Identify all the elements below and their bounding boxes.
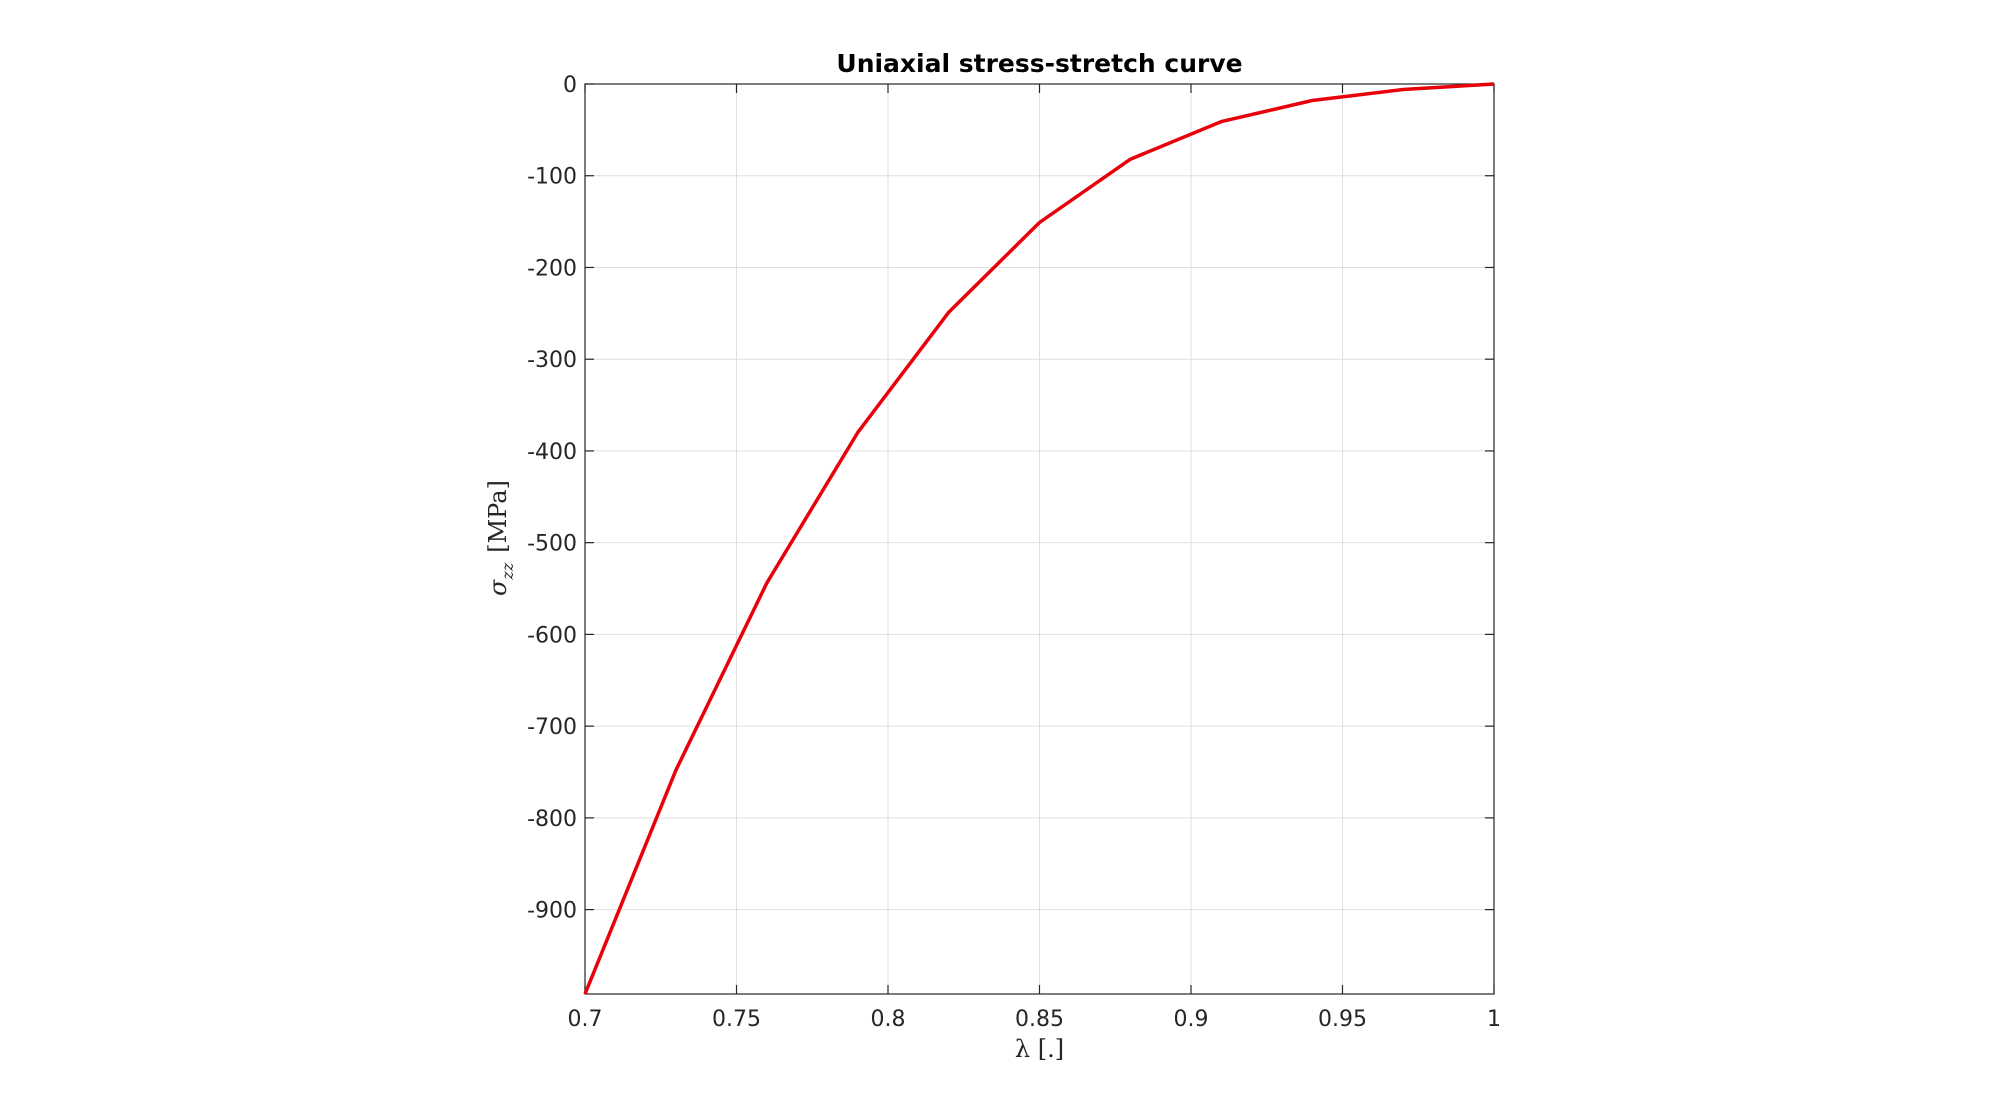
- y-axis-subscript: zz: [498, 562, 517, 580]
- tick-layer: [584, 83, 1495, 994]
- x-tick-label: 0.75: [712, 1007, 761, 1032]
- y-tick-label: -300: [527, 348, 577, 373]
- y-tick-label: -600: [527, 623, 577, 648]
- y-tick-label: -500: [527, 532, 577, 557]
- y-tick-label: -800: [527, 807, 577, 832]
- chart-title: Uniaxial stress-stretch curve: [836, 49, 1242, 78]
- x-tick-label: 0.8: [871, 1007, 906, 1032]
- x-tick-label: 0.85: [1015, 1007, 1064, 1032]
- y-tick-label: -900: [527, 899, 577, 924]
- series-line: [583, 82, 1495, 995]
- y-tick-label: -200: [527, 256, 577, 281]
- x-tick-label: 0.9: [1174, 1007, 1209, 1032]
- x-tick-label: 0.95: [1318, 1007, 1367, 1032]
- y-axis-symbol: σ: [484, 579, 512, 596]
- x-tick-label: 1: [1487, 1007, 1501, 1032]
- x-tick-label: 0.7: [568, 1007, 603, 1032]
- y-tick-label: 0: [563, 73, 577, 98]
- y-tick-label: -100: [527, 165, 577, 190]
- svg-text:σzz[MPa]: σzz [MPa]: [484, 480, 517, 596]
- grid-layer: [584, 83, 1495, 994]
- y-axis-unit: [MPa]: [484, 480, 512, 553]
- y-axis-label: σzz [MPa]: [484, 480, 517, 596]
- y-tick-label: -700: [527, 715, 577, 740]
- y-tick-labels: 0 -100 -200 -300 -400 -500 -600 -700 -800 -900: [527, 73, 577, 924]
- x-tick-labels: 0.7 0.75 0.8 0.85 0.9 0.95 1: [568, 1007, 1502, 1032]
- series-layer: [583, 82, 1495, 995]
- y-tick-label: -400: [527, 440, 577, 465]
- x-axis-label: λ [.]: [1015, 1035, 1064, 1063]
